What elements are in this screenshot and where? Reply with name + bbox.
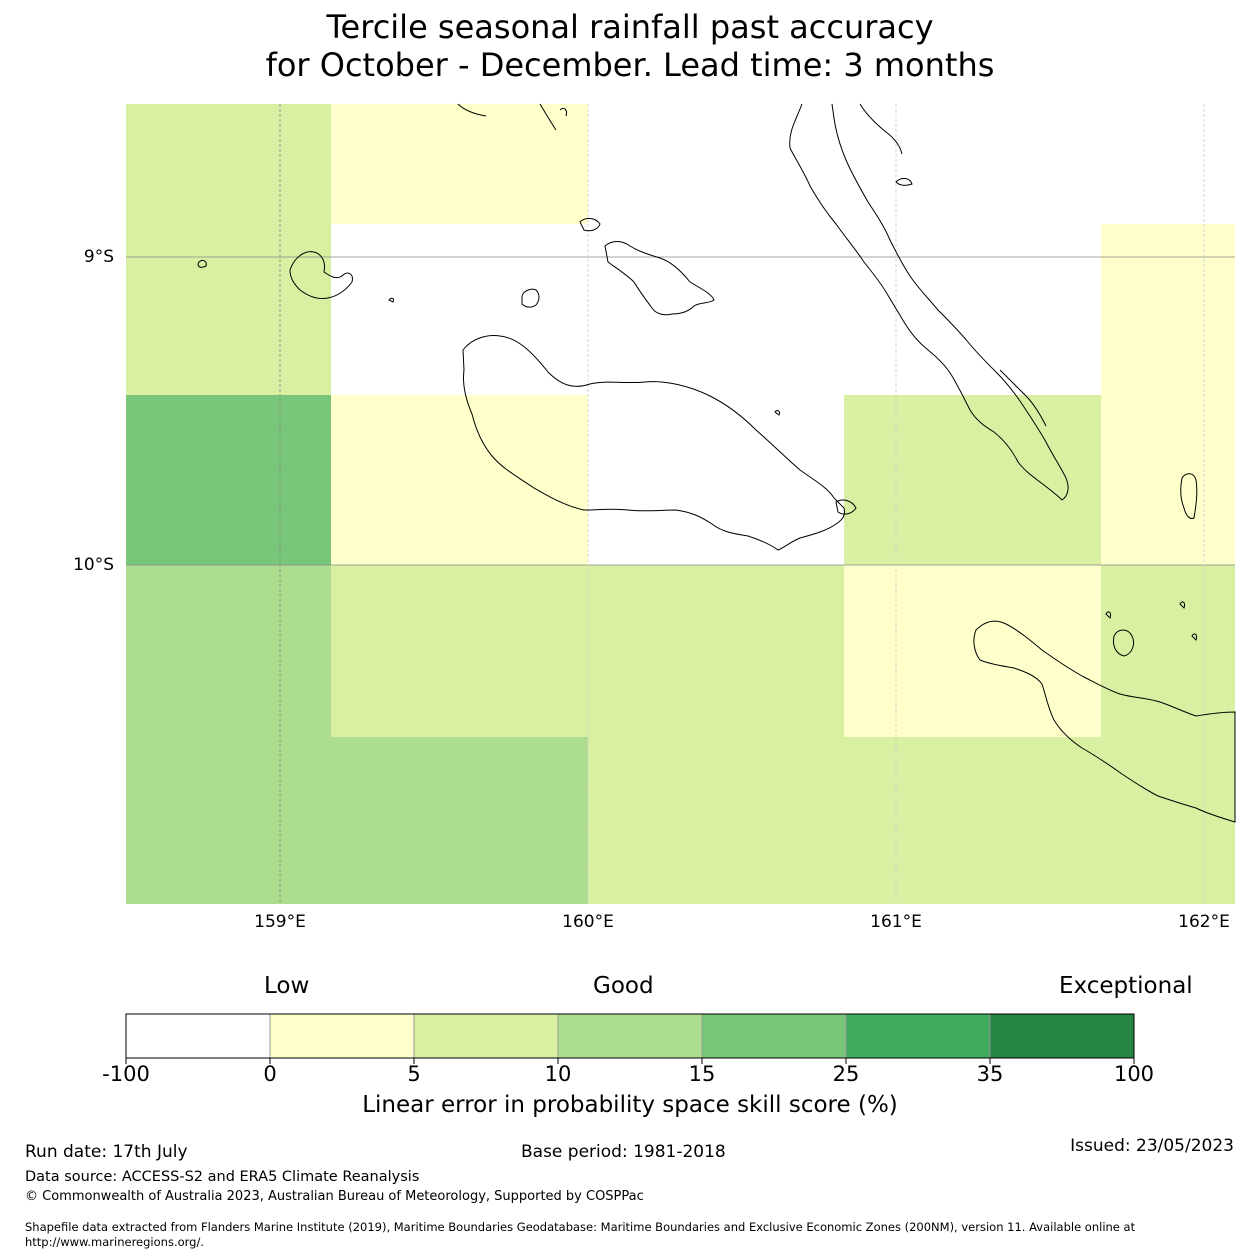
map-title-line-2: for October - December. Lead time: 3 mon… xyxy=(265,46,995,84)
lon-label-162e: 162°E xyxy=(1178,912,1230,932)
legend-category-exceptional: Exceptional xyxy=(1059,973,1193,999)
coastline-small-island-east xyxy=(1180,473,1198,519)
run-date: Run date: 17th July xyxy=(25,1142,188,1162)
colorbar-segment xyxy=(558,1014,702,1058)
grid-cell xyxy=(126,395,331,565)
grid-cell xyxy=(588,737,1235,904)
colorbar xyxy=(125,1013,1135,1064)
colorbar-tick-label: 10 xyxy=(544,1062,572,1086)
grid-cell xyxy=(1101,224,1235,565)
coastline-santa-isabel-west xyxy=(859,103,903,155)
coastline-makira xyxy=(973,620,1236,823)
colorbar-tick-label: 25 xyxy=(832,1062,860,1086)
colorbar-segment xyxy=(990,1014,1134,1058)
coastline-ugi-island xyxy=(1113,629,1135,657)
grid-cell xyxy=(331,104,588,224)
grid-cell xyxy=(1101,565,1235,737)
coastline-florida-islands xyxy=(604,241,715,316)
coastline-islets-north xyxy=(457,103,567,131)
legend-category-good: Good xyxy=(593,973,654,999)
grid-cell xyxy=(844,395,1101,565)
coastline-islet-north xyxy=(895,177,913,186)
issued-date: Issued: 23/05/2023 xyxy=(1070,1136,1234,1156)
coastline-santa-isabel xyxy=(789,103,1069,501)
map-title-line-1: Tercile seasonal rainfall past accuracy xyxy=(326,8,934,46)
colorbar-tick-label: -100 xyxy=(102,1062,150,1086)
colorbar-segment xyxy=(126,1014,270,1058)
copyright: © Commonwealth of Australia 2023, Austra… xyxy=(25,1189,644,1204)
coastline-small-islet xyxy=(579,217,601,232)
grid-cell xyxy=(331,737,588,904)
coastline-small-islet xyxy=(1105,611,1111,619)
colorbar-segment xyxy=(702,1014,846,1058)
colorbar-tick-label: 35 xyxy=(976,1062,1004,1086)
shapefile-credit-line-1: Shapefile data extracted from Flanders M… xyxy=(25,1220,1136,1234)
coastline-malaita-west xyxy=(999,369,1047,427)
colorbar-segment xyxy=(270,1014,414,1058)
colorbar-tick-label: 5 xyxy=(407,1062,421,1086)
lat-label-10s: 10°S xyxy=(73,555,114,575)
coastline-small-islet xyxy=(835,499,857,515)
base-period: Base period: 1981-2018 xyxy=(521,1142,726,1162)
lon-label-161e: 161°E xyxy=(870,912,922,932)
grid-cell xyxy=(126,565,331,904)
coastline-guadalcanal xyxy=(462,335,845,551)
coastline-small-islet xyxy=(774,410,780,416)
data-source: Data source: ACCESS-S2 and ERA5 Climate … xyxy=(25,1169,420,1185)
coastlines xyxy=(197,103,1236,823)
coastline-small-islet xyxy=(1191,633,1197,641)
coastline-small-islet xyxy=(1179,601,1185,609)
grid-cell xyxy=(331,565,844,737)
colorbar-title: Linear error in probability space skill … xyxy=(362,1092,898,1118)
colorbar-tick-label: 100 xyxy=(1113,1062,1155,1086)
coastline-savo-island xyxy=(521,288,540,308)
colorbar-tick-label: 15 xyxy=(688,1062,716,1086)
grid-cell xyxy=(331,395,588,565)
lon-label-159e: 159°E xyxy=(254,912,306,932)
legend-category-low: Low xyxy=(264,973,310,999)
skill-grid xyxy=(126,104,1235,904)
coastline-small-islet xyxy=(388,297,394,303)
coastline-russell-islands xyxy=(289,251,353,299)
shapefile-credit-line-2: http://www.marineregions.org/. xyxy=(25,1235,204,1249)
colorbar-tick-label: 0 xyxy=(263,1062,277,1086)
grid-cell xyxy=(844,565,1101,737)
colorbar-outline xyxy=(125,1013,1135,1059)
grid-cell xyxy=(126,104,331,395)
lat-label-9s: 9°S xyxy=(83,247,114,267)
coastline-small-islet xyxy=(197,259,207,268)
colorbar-segment xyxy=(414,1014,558,1058)
graticule xyxy=(126,104,1235,904)
lon-label-160e: 160°E xyxy=(562,912,614,932)
colorbar-segment xyxy=(846,1014,990,1058)
